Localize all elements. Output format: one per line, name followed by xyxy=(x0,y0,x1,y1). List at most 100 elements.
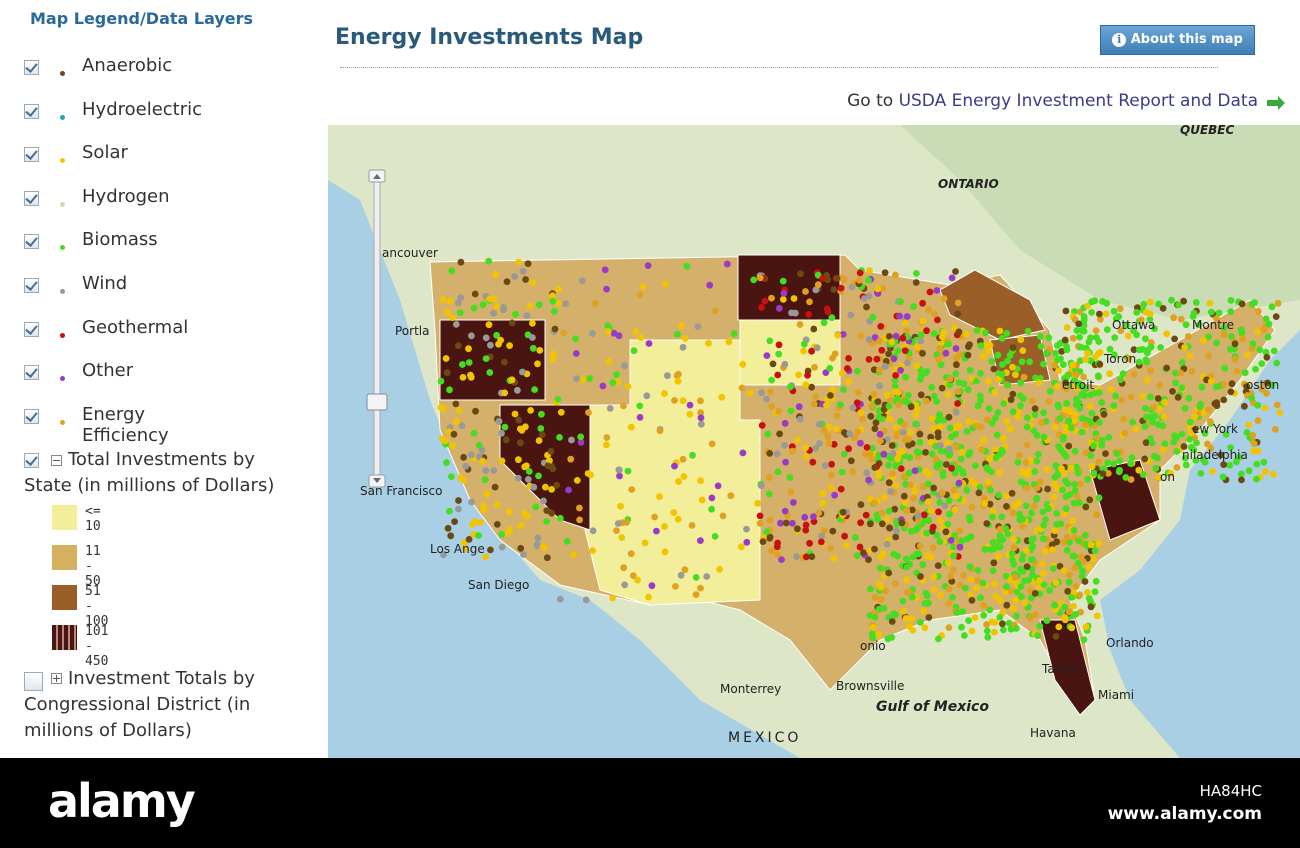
checkbox[interactable] xyxy=(24,408,39,424)
point xyxy=(765,490,773,498)
point xyxy=(1175,301,1182,309)
point xyxy=(485,321,493,329)
point xyxy=(565,486,572,494)
point xyxy=(981,545,989,553)
point xyxy=(511,273,518,280)
point xyxy=(926,288,934,296)
point xyxy=(1060,433,1067,441)
checkbox[interactable] xyxy=(24,672,43,691)
checkbox[interactable] xyxy=(24,103,39,119)
point xyxy=(819,275,826,282)
point xyxy=(1070,499,1078,507)
point xyxy=(572,350,580,357)
point xyxy=(1132,425,1140,433)
point xyxy=(1060,567,1068,575)
checkbox[interactable] xyxy=(24,234,39,250)
expand-toggle[interactable] xyxy=(51,673,62,684)
point xyxy=(1010,544,1018,552)
point xyxy=(1079,382,1086,389)
checkbox[interactable] xyxy=(24,190,39,206)
point xyxy=(1031,468,1039,475)
point xyxy=(1129,418,1136,426)
point xyxy=(958,448,966,456)
point xyxy=(903,563,911,571)
about-button[interactable]: i About this map xyxy=(1100,25,1255,55)
point xyxy=(999,361,1006,368)
point xyxy=(630,347,638,355)
point xyxy=(824,308,832,316)
point xyxy=(1178,430,1186,438)
point xyxy=(454,299,462,307)
collapse-toggle[interactable] xyxy=(51,455,62,466)
point xyxy=(890,355,898,363)
point xyxy=(870,366,878,374)
point xyxy=(1059,486,1066,494)
point xyxy=(974,567,982,574)
point xyxy=(897,465,905,472)
point xyxy=(1250,440,1258,448)
point xyxy=(523,462,530,470)
point xyxy=(845,355,852,362)
point xyxy=(944,559,952,567)
point xyxy=(802,381,810,389)
point xyxy=(688,522,696,529)
point xyxy=(1019,522,1027,530)
checkbox[interactable] xyxy=(24,147,39,163)
point xyxy=(656,427,664,435)
point xyxy=(1079,567,1086,575)
point xyxy=(1042,516,1049,524)
point xyxy=(1117,327,1125,335)
point xyxy=(1207,308,1215,316)
point xyxy=(458,422,466,430)
checkbox[interactable] xyxy=(24,453,39,468)
point xyxy=(465,536,473,543)
checkbox[interactable] xyxy=(24,365,39,381)
point xyxy=(686,401,694,409)
point xyxy=(1037,419,1045,426)
point xyxy=(996,613,1004,621)
point xyxy=(620,564,628,572)
point xyxy=(1049,565,1057,572)
point xyxy=(998,370,1006,378)
point xyxy=(524,476,532,483)
point xyxy=(708,494,716,502)
site: www.alamy.com xyxy=(1107,804,1262,824)
point xyxy=(495,340,502,348)
point xyxy=(971,614,979,621)
point xyxy=(706,281,714,289)
point xyxy=(1137,316,1145,324)
point xyxy=(480,502,487,510)
point xyxy=(1043,466,1051,473)
point xyxy=(517,439,524,447)
map-label: Miami xyxy=(1098,688,1134,702)
point xyxy=(457,294,465,301)
point xyxy=(892,424,900,431)
checkbox[interactable] xyxy=(24,60,39,75)
zoom-slider[interactable] xyxy=(366,169,388,488)
point xyxy=(1080,636,1088,644)
point xyxy=(1093,334,1100,341)
point xyxy=(950,486,958,494)
point xyxy=(501,389,509,397)
point xyxy=(1015,452,1023,459)
checkbox[interactable] xyxy=(24,321,39,337)
report-link[interactable]: USDA Energy Investment Report and Data xyxy=(898,91,1258,111)
point xyxy=(1033,494,1041,502)
checkbox[interactable] xyxy=(24,278,39,293)
point xyxy=(951,469,959,477)
point xyxy=(1198,383,1206,391)
point xyxy=(956,351,964,358)
point xyxy=(662,280,669,288)
point xyxy=(1111,334,1119,341)
group-label: Investment Totals by Congressional Distr… xyxy=(24,668,255,741)
point xyxy=(444,308,451,316)
point xyxy=(606,405,614,412)
point xyxy=(899,607,907,615)
point xyxy=(892,372,899,379)
point xyxy=(901,347,909,354)
point xyxy=(1262,468,1269,476)
point xyxy=(1139,392,1146,400)
point xyxy=(876,337,883,345)
point xyxy=(774,539,781,547)
